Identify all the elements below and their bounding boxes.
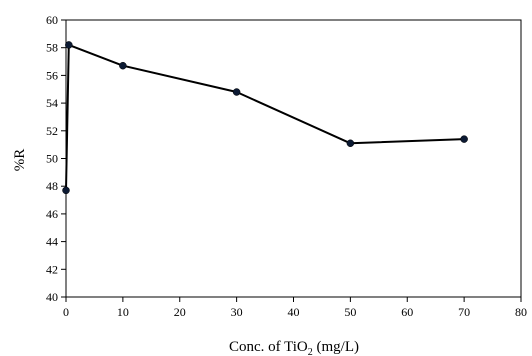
x-axis-title-main: Conc. of TiO (229, 339, 308, 355)
y-tick-label: 54 (46, 96, 58, 110)
x-tick-label: 10 (117, 305, 129, 319)
x-axis-title: Conc. of TiO2 (mg/L) (229, 339, 359, 356)
y-tick-label: 56 (46, 68, 58, 82)
data-point (460, 135, 468, 143)
y-tick-label: 44 (46, 235, 58, 249)
x-tick-label: 20 (174, 305, 186, 319)
y-tick-label: 60 (46, 13, 58, 27)
y-tick-label: 42 (46, 262, 58, 276)
x-axis-title-suffix: (mg/L) (313, 339, 359, 355)
data-point (65, 41, 73, 49)
data-point (62, 186, 70, 195)
y-axis-title: %R (12, 149, 28, 172)
data-point (119, 61, 127, 70)
series-line (65, 43, 465, 191)
y-tick-label: 40 (46, 290, 58, 304)
y-tick-label: 50 (46, 152, 58, 166)
x-tick-label: 70 (458, 305, 470, 319)
y-axis-ticks: 40 42 44 46 48 50 52 54 56 58 60 (46, 13, 66, 304)
series-layer (62, 41, 468, 195)
data-point (346, 139, 355, 148)
data-point (232, 88, 241, 96)
y-tick-label: 46 (46, 207, 58, 221)
plot-frame (65, 19, 522, 298)
y-tick-label: 48 (46, 179, 58, 193)
x-axis-title-subscript: 2 (308, 347, 313, 356)
y-tick-label: 52 (46, 124, 58, 138)
x-tick-label: 40 (288, 305, 300, 319)
x-axis-ticks: 0 10 20 30 40 50 60 70 80 (63, 297, 527, 319)
plot-area (65, 19, 522, 298)
y-tick-label: 58 (46, 41, 58, 55)
x-tick-label: 0 (63, 305, 69, 319)
x-tick-label: 60 (401, 305, 413, 319)
x-tick-label: 80 (515, 305, 527, 319)
x-tick-label: 50 (344, 305, 356, 319)
x-tick-label: 30 (231, 305, 243, 319)
